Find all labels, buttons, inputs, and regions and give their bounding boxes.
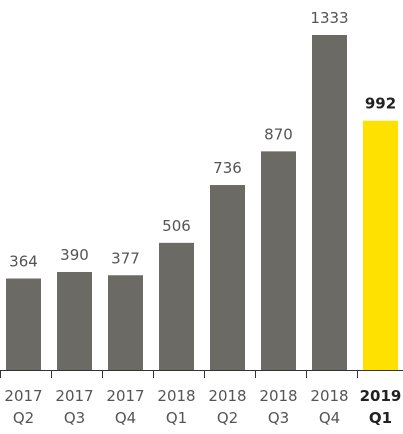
bar bbox=[108, 275, 143, 370]
x-tick-label-year: 2017 bbox=[106, 387, 144, 405]
x-axis-tick-marks bbox=[0, 370, 358, 378]
bar bbox=[6, 278, 41, 370]
bar-value-label: 506 bbox=[162, 217, 191, 235]
x-tick-label-quarter: Q4 bbox=[319, 409, 340, 427]
x-tick-label-quarter: Q4 bbox=[115, 409, 136, 427]
x-tick-label-quarter: Q2 bbox=[217, 409, 238, 427]
value-labels-group: 364 390 377 506 736 870 1333 992 bbox=[9, 9, 396, 271]
x-tick-label: 2017 Q4 bbox=[106, 387, 144, 427]
bar bbox=[57, 271, 92, 370]
bar-value-label: 992 bbox=[365, 95, 396, 113]
x-tick-label: 2019 Q1 bbox=[360, 387, 402, 427]
x-tick-label-year: 2017 bbox=[55, 387, 93, 405]
x-tick-label-year: 2019 bbox=[360, 387, 402, 405]
x-tick-label: 2018 Q4 bbox=[310, 387, 348, 427]
x-tick-label-year: 2018 bbox=[157, 387, 195, 405]
x-tick-label-quarter: Q1 bbox=[166, 409, 187, 427]
bars-group bbox=[6, 35, 398, 370]
x-tick-label-quarter: Q2 bbox=[13, 409, 34, 427]
bar-value-label: 736 bbox=[213, 159, 242, 177]
x-tick-label-quarter: Q3 bbox=[64, 409, 85, 427]
x-tick-label: 2018 Q3 bbox=[259, 387, 297, 427]
bar bbox=[210, 185, 245, 370]
x-tick-label-year: 2018 bbox=[208, 387, 246, 405]
bar bbox=[261, 151, 296, 370]
x-tick-label: 2018 Q2 bbox=[208, 387, 246, 427]
bar-value-label: 390 bbox=[60, 246, 89, 264]
x-tick-label-year: 2018 bbox=[310, 387, 348, 405]
bar-value-label: 1333 bbox=[310, 9, 348, 27]
bar-value-label: 364 bbox=[9, 253, 38, 271]
x-tick-label-year: 2017 bbox=[4, 387, 42, 405]
x-tick-label-quarter: Q3 bbox=[268, 409, 289, 427]
x-tick-label-year: 2018 bbox=[259, 387, 297, 405]
x-tick-label-quarter: Q1 bbox=[369, 409, 392, 427]
bar-value-label: 870 bbox=[264, 125, 293, 143]
bar-value-label: 377 bbox=[111, 249, 140, 267]
bar bbox=[312, 35, 347, 370]
x-tick-label: 2018 Q1 bbox=[157, 387, 195, 427]
bar bbox=[363, 120, 398, 370]
x-tick-label: 2017 Q2 bbox=[4, 387, 42, 427]
bar bbox=[159, 242, 194, 370]
x-tick-label: 2017 Q3 bbox=[55, 387, 93, 427]
